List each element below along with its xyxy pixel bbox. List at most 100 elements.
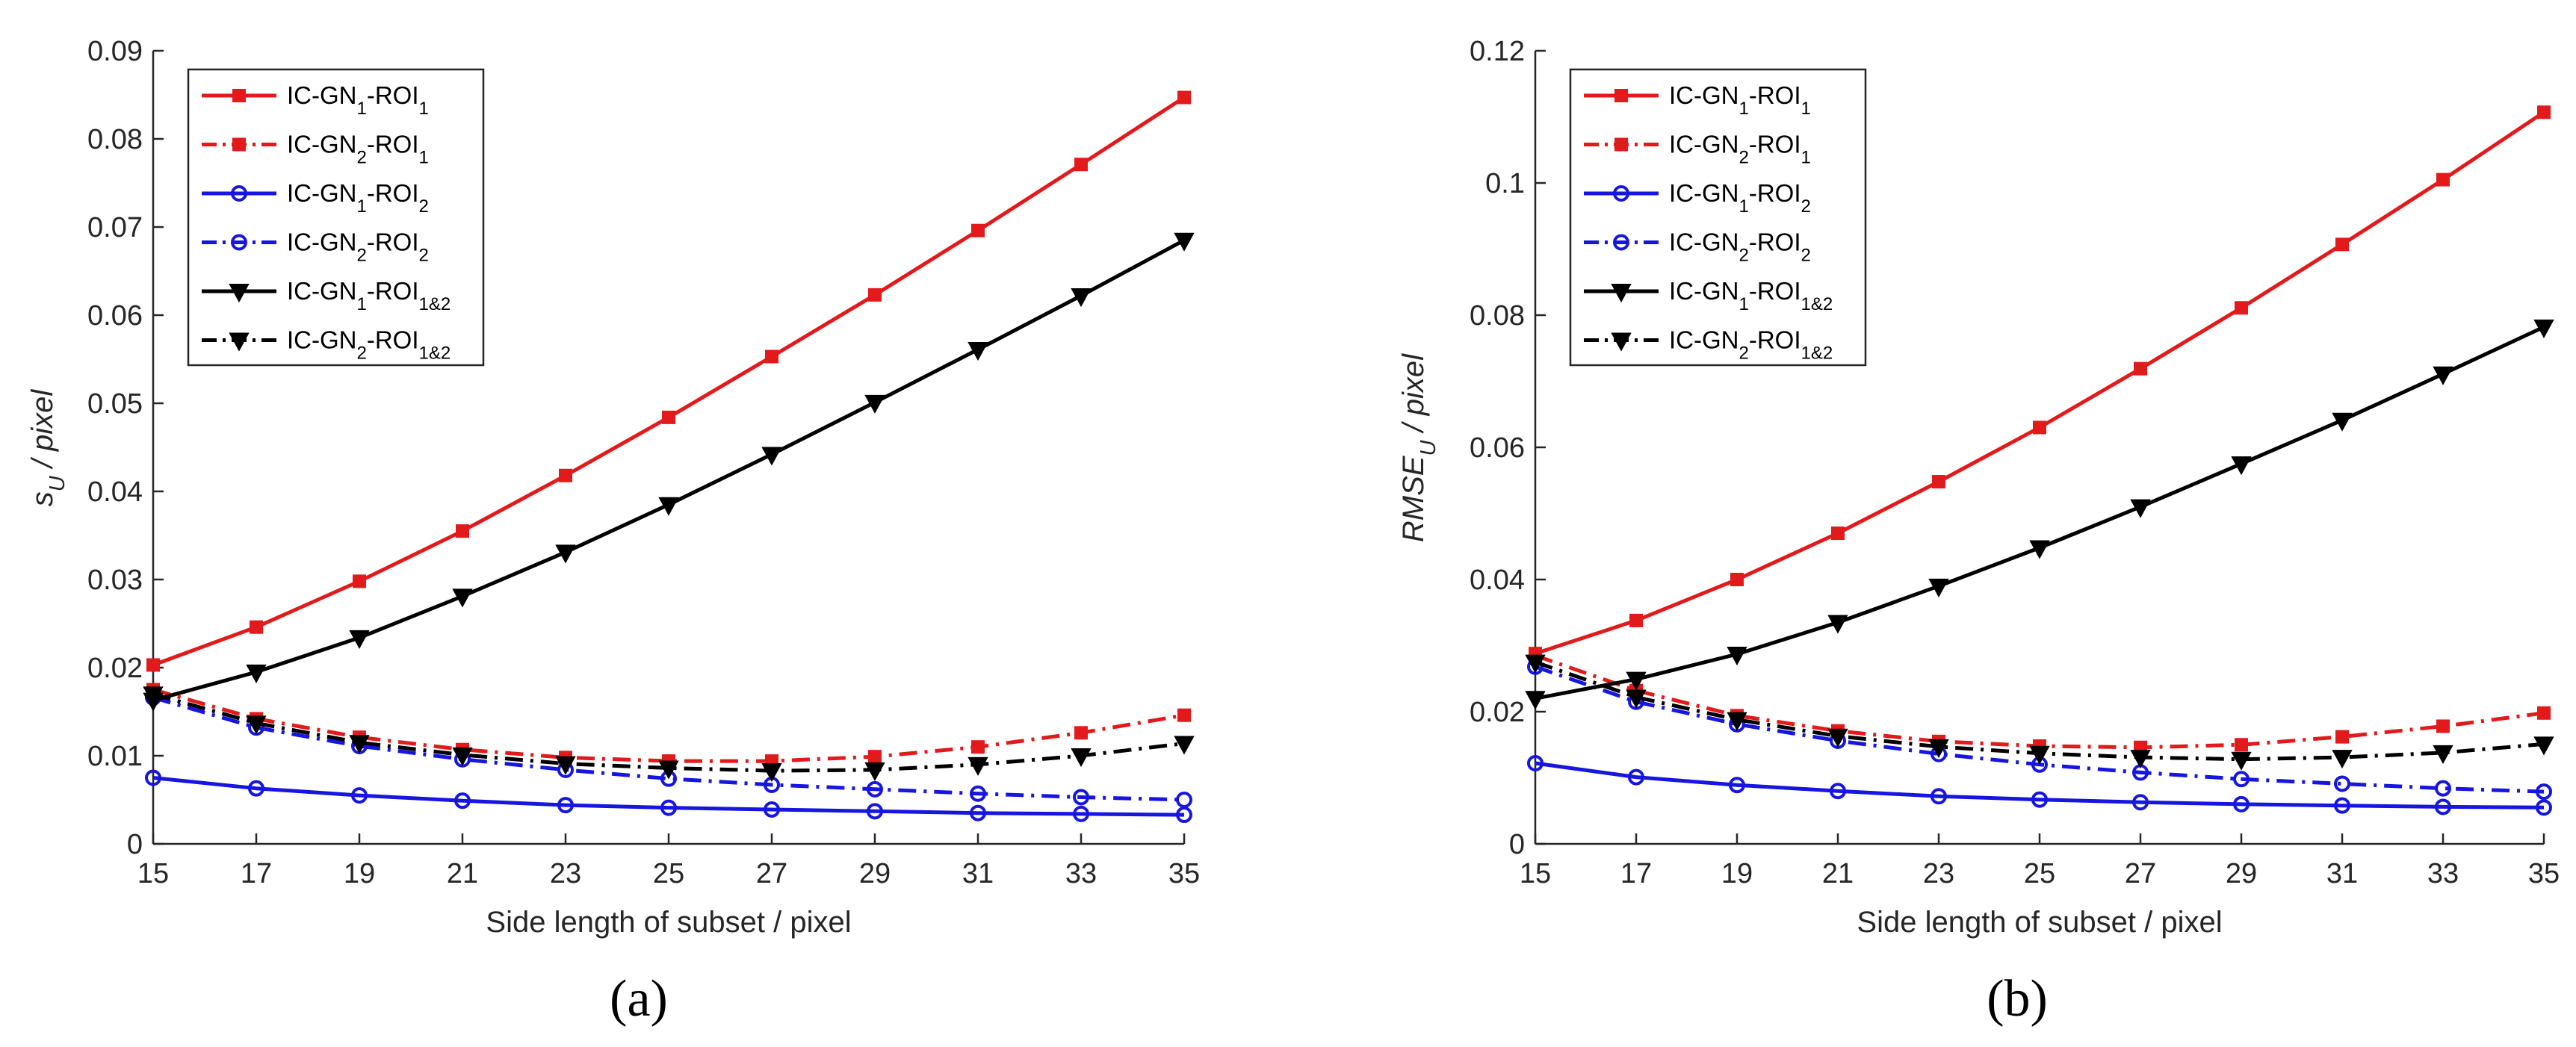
data-point xyxy=(867,803,883,820)
x-tick-label: 31 xyxy=(2326,858,2358,889)
y-tick-label: 0.07 xyxy=(87,212,143,243)
data-point xyxy=(1628,768,1644,786)
x-tick-label: 35 xyxy=(1168,858,1200,889)
data-point xyxy=(2130,499,2151,518)
data-point xyxy=(1827,615,1848,634)
data-point xyxy=(2332,412,2353,432)
data-point xyxy=(2233,795,2250,813)
y-tick-label: 0.08 xyxy=(87,124,143,155)
data-point xyxy=(658,760,679,780)
data-point xyxy=(1730,573,1744,586)
legend-item: IC-GN1-ROI1&2 xyxy=(1584,277,1833,314)
panel-label: (a) xyxy=(610,970,668,1028)
legend-marker xyxy=(1611,332,1632,352)
data-point xyxy=(864,394,885,414)
data-point xyxy=(1727,712,1747,731)
panel-label: (b) xyxy=(1987,970,2048,1028)
series-ic-gn1-roi2 xyxy=(145,769,1192,824)
data-point xyxy=(2335,237,2349,252)
data-point xyxy=(2231,456,2252,476)
data-point xyxy=(1176,792,1192,808)
x-tick-label: 15 xyxy=(1520,858,1551,889)
data-point xyxy=(246,664,267,683)
data-point xyxy=(970,785,986,802)
legend-label: IC-GN1-ROI1&2 xyxy=(1669,277,1833,314)
chart-panel-b: 15 17 19 21 23 25 27 29 31 33 35 0 0.02 0.04 0.06 0.08 0… xyxy=(1397,36,2560,1028)
series-line xyxy=(1535,665,2545,794)
y-axis-title: sU / pixel xyxy=(26,389,69,507)
y-tick-label: 0.1 xyxy=(1485,168,1525,199)
data-point xyxy=(1174,736,1195,755)
data-point xyxy=(2235,738,2248,752)
legend-marker xyxy=(231,234,247,251)
data-point xyxy=(1527,755,1544,772)
series-line xyxy=(152,688,1185,763)
legend-marker xyxy=(229,284,250,303)
data-point xyxy=(1073,789,1089,806)
legend-label: IC-GN1-ROI1 xyxy=(1669,81,1811,119)
legend-item: IC-GN2-ROI1&2 xyxy=(202,326,451,364)
series-ic-gn2-roi1 xyxy=(1529,648,2551,754)
x-tick-label: 19 xyxy=(344,858,375,889)
data-point xyxy=(2029,540,2050,559)
x-tick-label: 21 xyxy=(447,858,478,889)
legend-label: IC-GN1-ROI1&2 xyxy=(287,277,451,314)
data-point xyxy=(971,740,985,754)
data-point xyxy=(557,797,574,814)
data-point xyxy=(761,763,782,783)
data-point xyxy=(1071,748,1092,768)
y-axis-title: RMSEU / pixel xyxy=(1397,353,1440,542)
data-point xyxy=(2332,750,2353,769)
legend-label: IC-GN2-ROI1&2 xyxy=(287,326,451,364)
data-point xyxy=(761,447,782,466)
data-point xyxy=(1074,158,1088,172)
data-point xyxy=(967,342,988,361)
legend-marker xyxy=(232,89,246,102)
data-point xyxy=(1827,728,1848,748)
data-point xyxy=(2436,719,2450,733)
legend-item: IC-GN2-ROI2 xyxy=(1584,229,1811,265)
data-point xyxy=(765,349,778,364)
legend-box xyxy=(187,68,485,367)
series-ic-gn2-roi1-2 xyxy=(1525,654,2554,771)
data-point xyxy=(1177,90,1191,105)
legend-marker xyxy=(1613,185,1629,202)
data-point xyxy=(2533,319,2554,339)
data-point xyxy=(1932,475,1945,489)
y-tick-label: 0.02 xyxy=(87,653,143,684)
chart-panel-a: 15 17 19 21 23 25 27 29 31 33 35 0 0.01 0.02 0.03 0.04 0… xyxy=(26,36,1200,1028)
data-point xyxy=(2436,173,2450,187)
data-point xyxy=(662,410,675,424)
data-point xyxy=(456,524,469,538)
x-tick-label: 25 xyxy=(653,858,684,889)
data-point xyxy=(1928,739,1949,758)
data-point xyxy=(2033,420,2046,435)
series-ic-gn2-roi1 xyxy=(146,683,1191,768)
data-point xyxy=(1073,805,1089,822)
y-tick-label: 0.12 xyxy=(1470,36,1525,67)
y-tick-label: 0.01 xyxy=(87,741,143,772)
legend-marker xyxy=(1611,284,1632,303)
legend-label: IC-GN2-ROI1 xyxy=(287,131,429,168)
data-point xyxy=(353,574,366,588)
x-tick-label: 29 xyxy=(859,858,891,889)
data-point xyxy=(246,715,267,735)
data-point xyxy=(1174,232,1195,252)
legend-label: IC-GN2-ROI1&2 xyxy=(1669,326,1833,364)
y-tick-label: 0 xyxy=(127,829,143,860)
x-tick-label: 35 xyxy=(2528,858,2560,889)
data-point xyxy=(2334,775,2350,792)
series-line xyxy=(1535,653,2545,750)
data-point xyxy=(2335,730,2349,744)
x-tick-label: 17 xyxy=(1620,858,1652,889)
x-axis-title: Side length of subset / pixel xyxy=(486,906,851,939)
data-point xyxy=(2029,745,2050,765)
data-point xyxy=(2435,780,2451,797)
legend-item: IC-GN1-ROI1 xyxy=(202,81,429,119)
data-point xyxy=(967,756,988,776)
series-line xyxy=(1535,761,2545,810)
x-tick-label: 29 xyxy=(2226,858,2257,889)
y-tick-label: 0.06 xyxy=(1470,432,1525,464)
data-point xyxy=(1177,708,1191,722)
data-point xyxy=(2134,361,2147,376)
